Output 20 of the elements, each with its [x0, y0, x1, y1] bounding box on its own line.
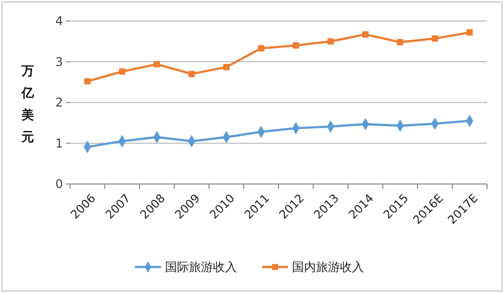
y-tick-label: 2 — [55, 96, 63, 110]
point — [188, 70, 195, 78]
y-tick-label: 3 — [55, 54, 63, 69]
point — [154, 61, 160, 68]
y-tick-label: 0 — [55, 177, 63, 192]
point — [292, 42, 300, 49]
legend-label: 国际旅游收入 — [165, 260, 237, 274]
point — [223, 64, 230, 70]
point — [327, 38, 334, 45]
point — [432, 35, 438, 42]
point — [466, 29, 473, 36]
point — [258, 45, 264, 52]
y-tick-label: 4 — [55, 14, 63, 28]
point — [362, 31, 369, 38]
y-axis-title: 万亿美元 — [20, 63, 36, 144]
y-tick-label: 1 — [55, 136, 63, 150]
point — [118, 68, 126, 75]
point — [396, 39, 404, 46]
legend-label: 国内旅游收入 — [292, 260, 364, 274]
point — [84, 78, 91, 84]
